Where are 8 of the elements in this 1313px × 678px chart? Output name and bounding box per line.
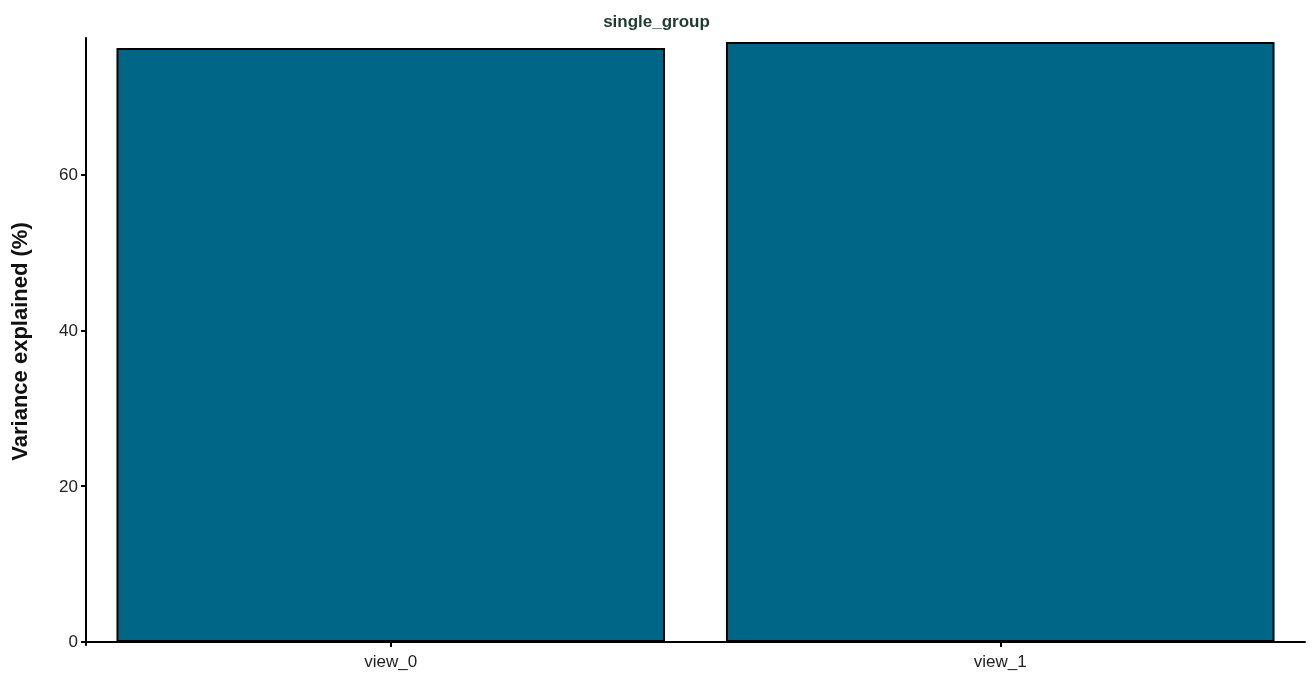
y-tick-label: 0 xyxy=(68,632,78,652)
x-tick-label: view_0 xyxy=(364,652,418,671)
chart-title: single_group xyxy=(603,12,710,31)
y-tick-label: 20 xyxy=(59,476,78,496)
y-axis-title: Variance explained (%) xyxy=(6,222,32,461)
y-tick-label: 60 xyxy=(59,165,78,185)
y-tick-label: 40 xyxy=(59,321,78,341)
x-tick-label: view_1 xyxy=(973,652,1027,671)
